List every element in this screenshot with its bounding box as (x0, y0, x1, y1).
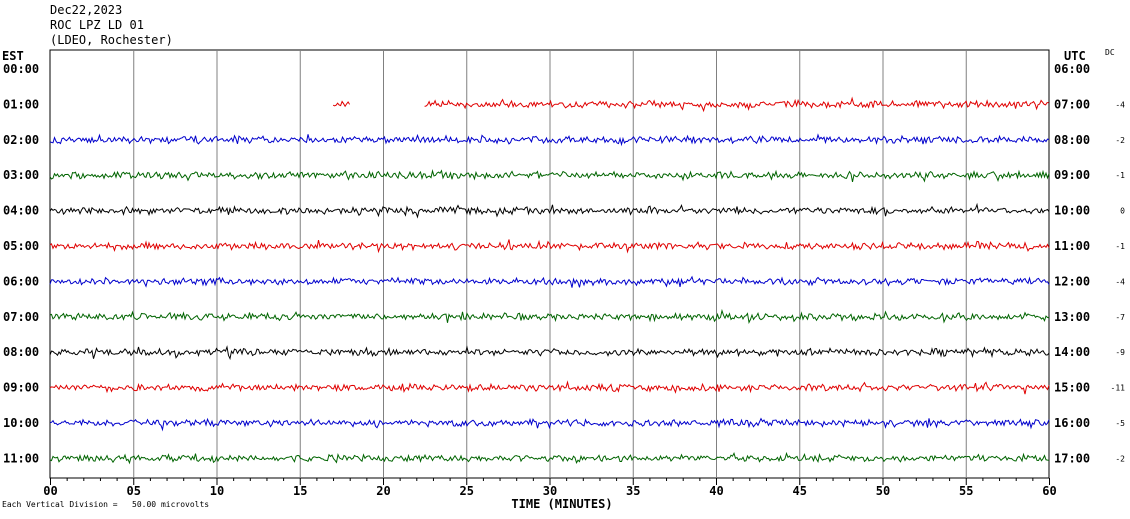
footer-scale-note: Each Vertical Division = 50.00 microvolt… (2, 500, 210, 509)
est-hour-label: 02:00 (3, 133, 39, 147)
x-tick-label: 25 (460, 484, 474, 498)
utc-hour-label: 08:00 (1054, 133, 1090, 147)
trace-red (332, 100, 351, 108)
x-tick-label: 30 (543, 484, 557, 498)
dc-offset-label: -2 (1115, 454, 1125, 463)
est-hour-label: 07:00 (3, 310, 39, 324)
dc-offset-label: 0 (1120, 207, 1125, 216)
utc-hour-label: 06:00 (1054, 62, 1090, 76)
est-hour-label: 00:00 (3, 62, 39, 76)
utc-hour-label: 12:00 (1054, 274, 1090, 288)
utc-hour-label: 07:00 (1054, 97, 1090, 111)
trace-green (49, 451, 1050, 465)
utc-hour-label: 11:00 (1054, 239, 1090, 253)
trace-green (49, 169, 1050, 183)
utc-hour-label: 14:00 (1054, 345, 1090, 359)
header-station: ROC LPZ LD 01 (50, 18, 144, 32)
utc-hour-label: 16:00 (1054, 416, 1090, 430)
est-hour-label: 11:00 (3, 451, 39, 465)
x-tick-label: 40 (709, 484, 723, 498)
trace-red (49, 380, 1050, 395)
dc-offset-label: -11 (1111, 384, 1126, 393)
est-hour-label: 09:00 (3, 381, 39, 395)
trace-blue (49, 133, 1050, 147)
est-hour-label: 10:00 (3, 416, 39, 430)
dc-column-label: DC (1105, 48, 1115, 57)
dc-offset-label: -1 (1115, 242, 1125, 251)
x-tick-label: 50 (876, 484, 890, 498)
left-timezone-label: EST (2, 49, 24, 63)
est-hour-label: 05:00 (3, 239, 39, 253)
trace-red (49, 239, 1050, 254)
utc-hour-label: 10:00 (1054, 204, 1090, 218)
x-tick-label: 45 (793, 484, 807, 498)
x-axis-label: TIME (MINUTES) (511, 497, 612, 511)
dc-offset-label: -4 (1115, 100, 1125, 109)
utc-hour-label: 09:00 (1054, 168, 1090, 182)
trace-blue (49, 275, 1050, 288)
x-tick-label: 00 (43, 484, 57, 498)
x-tick-label: 15 (293, 484, 307, 498)
dc-offset-label: -5 (1115, 419, 1125, 428)
utc-hour-label: 15:00 (1054, 381, 1090, 395)
trace-black (49, 202, 1050, 219)
trace-blue (49, 417, 1050, 432)
utc-hour-label: 17:00 (1054, 451, 1090, 465)
est-hour-label: 06:00 (3, 274, 39, 288)
dc-offset-label: -4 (1115, 277, 1125, 286)
x-tick-label: 55 (959, 484, 973, 498)
trace-green (49, 308, 1050, 324)
est-hour-label: 03:00 (3, 168, 39, 182)
header-network: (LDEO, Rochester) (50, 33, 173, 47)
est-hour-label: 04:00 (3, 204, 39, 218)
utc-hour-label: 13:00 (1054, 310, 1090, 324)
x-tick-label: 10 (210, 484, 224, 498)
dc-offset-label: -9 (1115, 348, 1125, 357)
x-tick-label: 35 (626, 484, 640, 498)
trace-red (424, 96, 1049, 113)
dc-offset-label: -7 (1115, 313, 1125, 322)
dc-offset-label: -1 (1115, 171, 1125, 180)
x-tick-label: 60 (1042, 484, 1056, 498)
header-date: Dec22,2023 (50, 3, 123, 17)
est-hour-label: 08:00 (3, 345, 39, 359)
est-hour-label: 01:00 (3, 97, 39, 111)
x-tick-label: 05 (127, 484, 141, 498)
trace-black (49, 345, 1050, 361)
dc-offset-label: -2 (1115, 136, 1125, 145)
x-tick-label: 20 (376, 484, 390, 498)
right-timezone-label: UTC (1064, 49, 1086, 63)
